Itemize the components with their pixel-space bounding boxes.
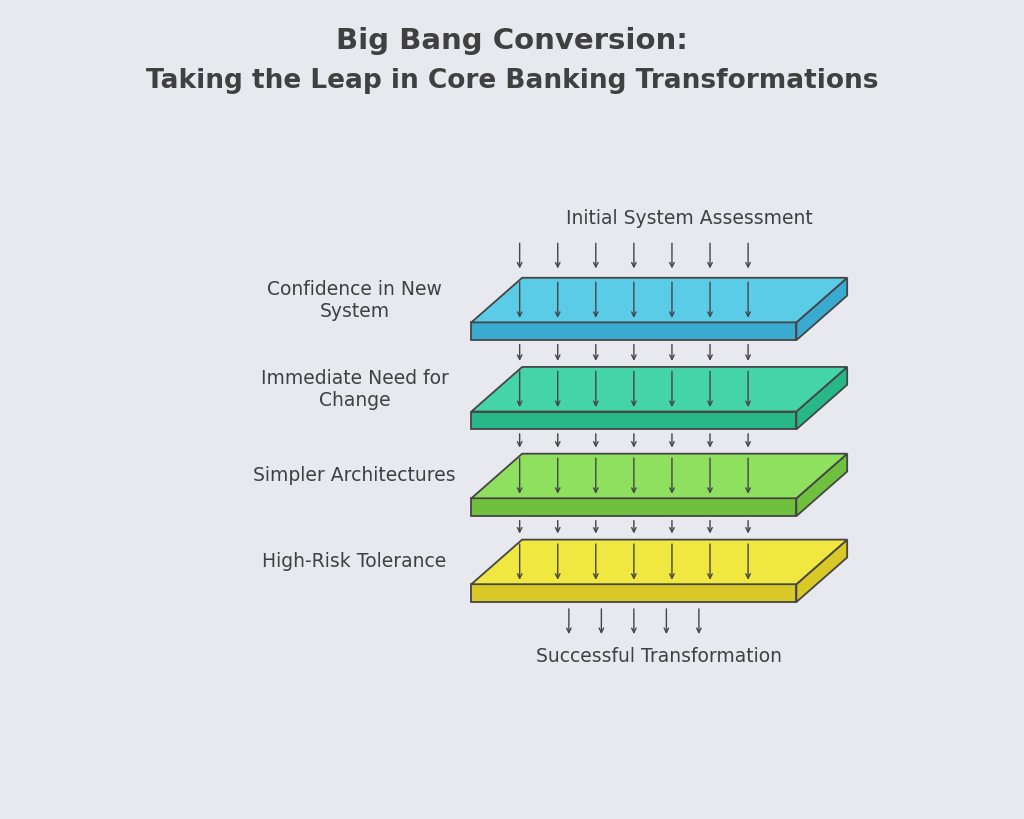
Polygon shape [797, 540, 847, 602]
Text: Successful Transformation: Successful Transformation [537, 647, 782, 666]
Polygon shape [471, 278, 847, 323]
Polygon shape [471, 454, 847, 498]
Polygon shape [797, 454, 847, 516]
Text: Initial System Assessment: Initial System Assessment [566, 210, 813, 229]
Polygon shape [471, 498, 797, 516]
Polygon shape [471, 411, 797, 429]
Polygon shape [471, 540, 847, 584]
Polygon shape [471, 323, 797, 340]
Polygon shape [797, 278, 847, 340]
Polygon shape [471, 584, 797, 602]
Text: Taking the Leap in Core Banking Transformations: Taking the Leap in Core Banking Transfor… [145, 68, 879, 94]
Text: High-Risk Tolerance: High-Risk Tolerance [262, 552, 446, 572]
Text: Confidence in New
System: Confidence in New System [267, 279, 442, 320]
Text: Simpler Architectures: Simpler Architectures [253, 467, 456, 486]
Polygon shape [797, 367, 847, 429]
Polygon shape [471, 367, 847, 411]
Text: Big Bang Conversion:: Big Bang Conversion: [336, 27, 688, 55]
Text: Immediate Need for
Change: Immediate Need for Change [261, 369, 449, 410]
